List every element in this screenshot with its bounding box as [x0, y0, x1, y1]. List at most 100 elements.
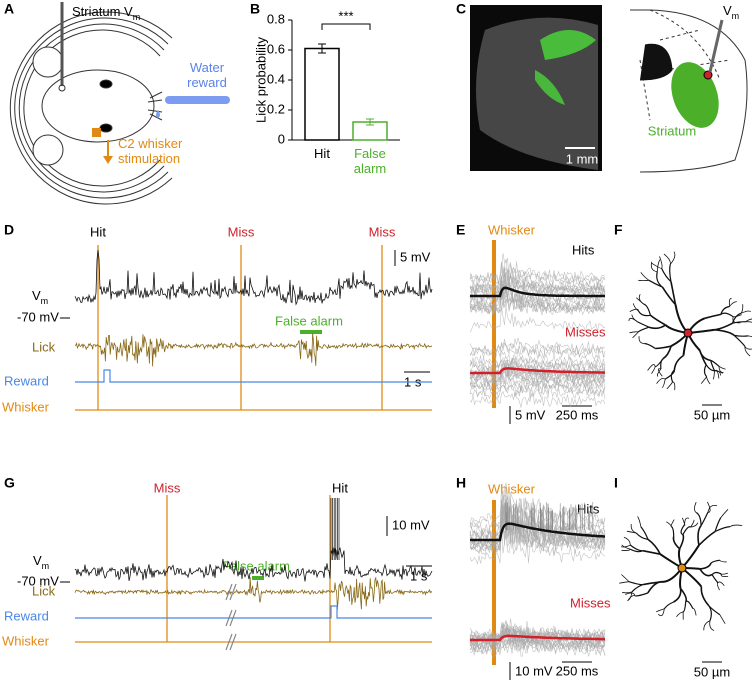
dendrite — [629, 548, 643, 553]
lick-label: Lick — [32, 339, 56, 354]
fluorescence — [540, 30, 596, 60]
label-sub: m — [42, 561, 50, 571]
dendrite — [700, 512, 709, 526]
whisker-label: C2 whisker stimulation — [118, 136, 183, 166]
dendrite — [728, 298, 732, 307]
dendrite — [634, 592, 648, 597]
dendrite — [661, 379, 666, 388]
single-trial-trace — [469, 355, 606, 374]
brain-slice — [476, 17, 598, 170]
label-text: V — [32, 288, 41, 303]
dendrite — [644, 342, 656, 349]
dendrite — [655, 608, 665, 613]
dendrite — [694, 502, 697, 513]
whisker-marker — [492, 240, 496, 408]
y-tick-label: 0 — [278, 131, 285, 146]
dendrite — [690, 519, 695, 528]
dendrite — [714, 526, 731, 533]
scale-label: 50 µm — [694, 664, 730, 679]
dendrite — [732, 316, 741, 324]
dendrite — [685, 600, 694, 609]
dendrite — [643, 303, 651, 316]
dendrite — [711, 574, 719, 584]
event-label: Hit — [332, 480, 348, 495]
dendrite — [697, 525, 702, 546]
dendrite — [709, 620, 715, 631]
dendrite — [710, 359, 720, 367]
dendrite — [626, 530, 637, 534]
reward-label: Water reward — [187, 60, 227, 90]
whisker-label: Whisker — [2, 633, 50, 648]
soma — [683, 328, 693, 338]
dendrite — [717, 582, 720, 591]
dendrite — [746, 321, 752, 323]
single-trial-trace — [469, 515, 606, 556]
event-label: Miss — [369, 224, 396, 239]
dendrite — [655, 345, 672, 350]
dendrite — [666, 521, 672, 527]
single-trial-trace — [469, 306, 606, 333]
dendrite — [656, 368, 662, 377]
dendrite — [672, 536, 681, 550]
baseline-label: -70 mV — [17, 573, 59, 588]
dendrite — [647, 581, 662, 594]
reward-trace — [75, 605, 432, 619]
dendrite — [627, 595, 635, 602]
dendrite — [629, 308, 639, 312]
panel-letter: A — [4, 1, 14, 17]
dendrite — [717, 581, 725, 586]
false-alarm-label: False alarm — [222, 558, 290, 573]
dendrite — [718, 366, 724, 373]
whisker-label: Whisker — [488, 222, 536, 237]
dendrite — [710, 559, 720, 564]
fluorescence — [535, 70, 565, 105]
dendrite — [707, 504, 718, 513]
dendrite — [632, 303, 639, 312]
dendrite — [699, 350, 711, 362]
mean-trace — [470, 522, 605, 542]
hits-label: Hits — [572, 242, 595, 257]
panel-letter: E — [456, 222, 465, 238]
event-label: Miss — [154, 480, 181, 495]
region-label: Striatum — [648, 123, 696, 138]
dendrite — [647, 364, 656, 371]
dendrite — [631, 584, 643, 593]
single-trial-trace — [470, 510, 606, 551]
lick-label: Lick — [32, 583, 56, 598]
mouse-schematic — [9, 2, 173, 205]
dendrite — [625, 592, 636, 596]
dendrite — [662, 345, 672, 360]
time-scale: 250 ms — [556, 663, 599, 678]
dendrite — [669, 251, 676, 265]
dendrite — [648, 324, 666, 330]
whisker-marker — [492, 500, 496, 665]
dendrite — [666, 381, 673, 390]
single-trial-trace — [469, 261, 606, 287]
dendrite — [648, 279, 663, 288]
dendrite — [682, 526, 692, 535]
dendrite — [649, 314, 666, 326]
dendrite — [647, 538, 662, 555]
whisker-label: Whisker — [2, 399, 50, 414]
dendrite — [669, 264, 672, 282]
single-trial-trace — [469, 384, 606, 400]
dendrite — [733, 334, 746, 347]
dendrite — [732, 321, 747, 324]
electrode — [708, 19, 724, 73]
dendrite — [711, 571, 722, 576]
dendrite — [699, 568, 713, 577]
single-trial-trace — [469, 284, 606, 316]
dendrite — [670, 369, 675, 383]
x-tick-label: False alarm — [353, 146, 387, 176]
dendrite — [720, 312, 734, 318]
dendrite — [720, 305, 730, 315]
dendrite — [635, 532, 649, 540]
single-trial-trace — [469, 337, 606, 358]
scale-label: 50 µm — [694, 407, 730, 422]
panel-letter: G — [4, 475, 15, 491]
dendrite — [703, 364, 708, 377]
dendrite — [637, 516, 642, 527]
mean-trace — [470, 286, 605, 298]
dendrite — [651, 366, 656, 374]
